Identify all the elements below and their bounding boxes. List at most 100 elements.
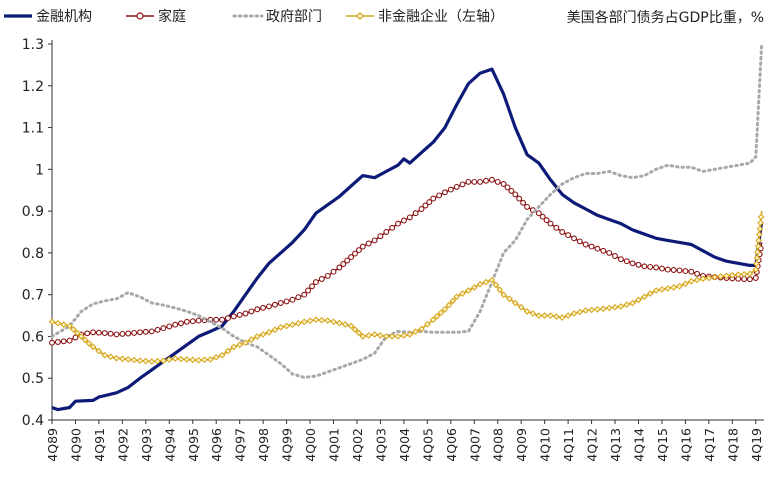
series-point [459, 181, 466, 188]
series-point [664, 285, 672, 292]
series-point [309, 283, 315, 290]
series-point [418, 206, 425, 212]
series-point [119, 355, 126, 363]
x-tick-label: 4Q92 [115, 428, 130, 462]
series-point [301, 291, 308, 298]
series-point [85, 340, 93, 347]
series-point [753, 260, 760, 268]
series-point [756, 225, 764, 233]
series-point [395, 220, 401, 227]
series-point [107, 353, 114, 361]
series-point [617, 256, 624, 263]
series-point [260, 304, 267, 311]
series-point [529, 310, 537, 317]
series-point [571, 235, 577, 242]
legend-label: 政府部门 [266, 9, 322, 25]
series-point [500, 181, 507, 187]
x-tick-label: 4Q15 [655, 428, 670, 462]
series-point [101, 330, 108, 337]
series-point [629, 260, 636, 267]
series-point [224, 347, 232, 355]
y-tick-label: 0.9 [22, 204, 44, 220]
series-point [755, 231, 763, 238]
series-point [687, 277, 695, 285]
series-point [388, 333, 396, 340]
series-point [283, 298, 290, 305]
series-point [344, 257, 351, 264]
legend-item-3: 非金融企业（左轴） [346, 8, 504, 25]
series-point [754, 248, 761, 256]
series-point [271, 301, 278, 308]
series-point [142, 328, 149, 335]
series-point [406, 331, 414, 338]
series-point [453, 293, 461, 301]
series-point [70, 326, 77, 333]
series-point [664, 266, 671, 273]
series-point [433, 312, 441, 320]
series-point [48, 318, 56, 326]
series-point [248, 308, 255, 315]
series-point [259, 331, 267, 338]
series-point [547, 220, 554, 227]
series-point [336, 319, 343, 327]
series-point [89, 343, 97, 351]
series-point [330, 268, 337, 275]
series-point [599, 305, 607, 313]
y-tick-label: 1.3 [22, 37, 44, 53]
x-tick-label: 4Q06 [444, 428, 459, 462]
series-point [283, 322, 290, 330]
series-point [635, 261, 642, 268]
series-line [51, 67, 764, 412]
series-point [90, 329, 97, 336]
series-point [658, 286, 666, 293]
x-tick-label: 4Q96 [209, 428, 224, 462]
series-3 [48, 211, 765, 365]
series-point [757, 219, 764, 227]
series-point [582, 241, 589, 248]
legend-label: 家庭 [158, 8, 186, 25]
series-point [142, 357, 150, 365]
x-tick-label: 4Q14 [631, 428, 646, 462]
series-point [494, 178, 501, 185]
series-point [236, 341, 244, 349]
series-point [470, 284, 478, 291]
series-point [717, 273, 724, 280]
series-point [312, 279, 319, 286]
series-point [165, 356, 173, 363]
series-point [506, 295, 513, 303]
series-point [394, 333, 402, 340]
series-point [113, 354, 120, 362]
x-tick-label: 4Q94 [162, 428, 177, 462]
series-point [653, 264, 660, 271]
series-point [441, 305, 449, 313]
series-point [612, 253, 618, 259]
series-point [324, 317, 332, 324]
series-point [49, 339, 55, 346]
series-point [477, 178, 484, 185]
series-point [277, 300, 284, 306]
series-point [172, 321, 179, 328]
series-point [148, 358, 156, 365]
series-point [60, 321, 68, 328]
series-point [66, 322, 73, 330]
series-point [230, 343, 238, 351]
series-point [623, 258, 630, 265]
series-point [177, 355, 185, 363]
series-point [588, 243, 595, 250]
y-tick-label: 0.7 [22, 288, 44, 304]
x-tick-label: 4Q16 [678, 428, 693, 462]
series-point [517, 303, 525, 311]
series-point [171, 355, 179, 362]
series-point [224, 315, 231, 322]
x-tick-label: 4Q17 [702, 428, 717, 462]
series-point [520, 199, 527, 206]
y-tick-label: 1.2 [22, 79, 44, 95]
series-point [195, 317, 202, 324]
series-point [699, 275, 707, 283]
series-point [130, 356, 138, 364]
x-tick-label: 4Q05 [420, 428, 435, 462]
series-point [74, 329, 81, 337]
series-point [248, 336, 255, 343]
series-point [652, 287, 660, 294]
x-tick-label: 4Q09 [514, 428, 529, 462]
